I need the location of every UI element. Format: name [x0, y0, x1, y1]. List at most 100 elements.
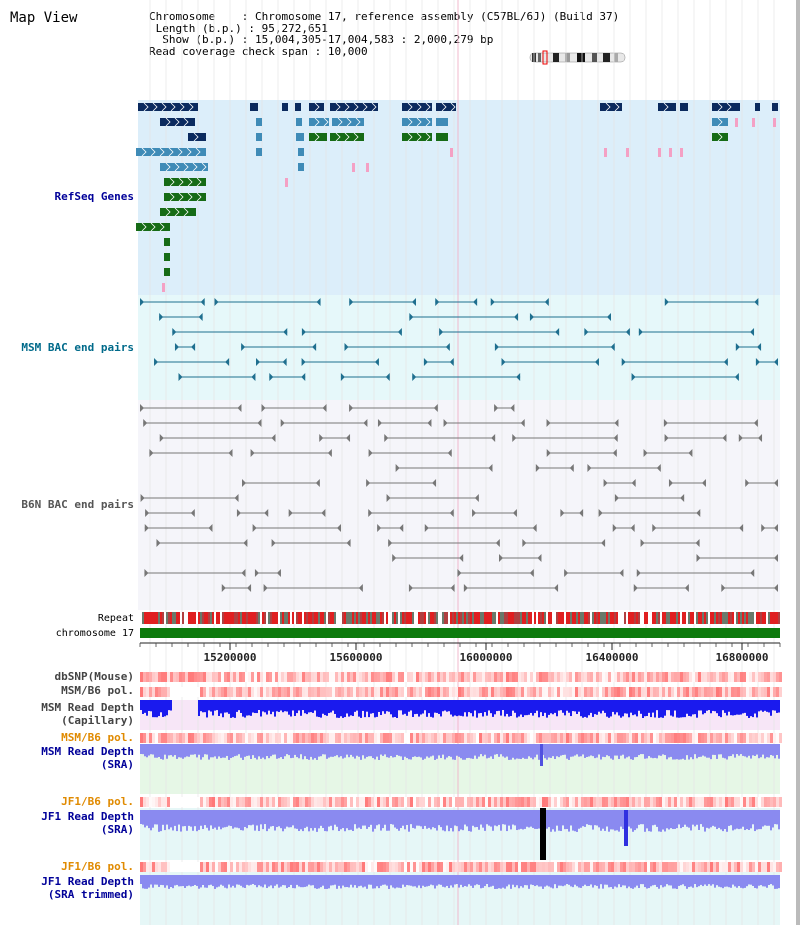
depth-bar	[672, 700, 674, 717]
heat-cell	[218, 862, 221, 872]
depth-bar	[750, 875, 752, 885]
depth-bar	[220, 700, 222, 714]
heat-cell	[521, 862, 524, 872]
heat-cell	[176, 733, 179, 743]
heat-cell	[650, 862, 653, 872]
depth-bar	[206, 875, 208, 888]
heat-cell	[758, 687, 761, 697]
repeat-element	[436, 612, 438, 624]
msm-depth-sra-track[interactable]	[140, 744, 780, 766]
heat-cell	[485, 687, 488, 697]
depth-bar	[258, 700, 260, 711]
depth-bar	[602, 875, 604, 889]
heat-cell	[638, 797, 641, 807]
msm-depth-cap-label-1: MSM Read Depth	[41, 701, 134, 714]
heat-cell	[581, 862, 584, 872]
bac-end	[423, 358, 428, 366]
depth-bar	[364, 700, 366, 718]
depth-bar	[400, 810, 402, 828]
heat-cell	[380, 733, 383, 743]
heat-cell	[263, 862, 266, 872]
repeat-element	[258, 612, 260, 624]
depth-bar	[484, 744, 486, 755]
depth-bar	[376, 875, 378, 887]
depth-bar	[248, 875, 250, 886]
heat-cell	[689, 687, 692, 697]
heat-cell	[152, 687, 155, 697]
depth-bar	[240, 875, 242, 886]
heat-cell	[629, 862, 632, 872]
repeat-element	[538, 612, 540, 624]
repeat-element	[666, 612, 668, 624]
depth-bar	[556, 700, 558, 717]
heat-cell	[656, 797, 659, 807]
depth-bar	[772, 744, 774, 756]
depth-bar	[420, 810, 422, 827]
heat-cell	[194, 687, 197, 697]
heat-cell	[212, 672, 215, 682]
heat-cell	[464, 733, 467, 743]
gene-mark	[626, 148, 629, 157]
heat-cell	[434, 672, 437, 682]
msm-b6-pol-heat-track[interactable]	[140, 687, 782, 697]
depth-bar	[322, 810, 324, 828]
chromosome-ideogram[interactable]	[529, 50, 626, 65]
msm-b6-pol-heat-track-2[interactable]	[140, 733, 782, 743]
gene-strand-arrow	[425, 117, 431, 127]
depth-bar	[592, 810, 594, 830]
depth-bar	[462, 744, 464, 760]
gene-feature	[136, 223, 170, 231]
heat-cell	[686, 797, 689, 807]
heat-cell	[500, 862, 503, 872]
heat-cell	[302, 862, 305, 872]
depth-bar	[190, 744, 192, 755]
repeat-track[interactable]	[140, 612, 780, 624]
depth-bar	[682, 875, 684, 885]
heat-cell	[224, 862, 227, 872]
heat-cell	[773, 797, 776, 807]
heat-cell	[416, 797, 419, 807]
bac-end	[587, 464, 592, 472]
depth-bar	[752, 810, 754, 825]
depth-bar	[454, 875, 456, 885]
msm-bac-track[interactable]	[140, 298, 778, 381]
bac-end	[754, 298, 759, 306]
repeat-element	[266, 612, 268, 624]
jf1-depth-trim-track[interactable]	[140, 875, 780, 889]
heat-cell	[731, 672, 734, 682]
dbsnp-heat-track[interactable]	[140, 672, 782, 682]
depth-bar	[280, 744, 282, 758]
msm-depth-capillary-track[interactable]	[140, 700, 780, 718]
heat-cell	[320, 687, 323, 697]
depth-bar	[734, 875, 736, 887]
heat-cell	[218, 687, 221, 697]
heat-cell	[587, 687, 590, 697]
jf1-b6-pol-heat-track-2[interactable]	[140, 862, 782, 872]
chromosome-bar[interactable]	[140, 628, 780, 638]
heat-cell	[446, 687, 449, 697]
heat-cell	[542, 733, 545, 743]
depth-bar	[570, 700, 572, 717]
depth-bar	[506, 810, 508, 832]
repeat-element	[624, 612, 626, 624]
depth-bar	[332, 744, 334, 757]
depth-bar	[388, 875, 390, 889]
refseq-genes-track[interactable]	[136, 102, 778, 292]
heat-cell	[557, 797, 560, 807]
depth-bar	[746, 810, 748, 830]
repeat-element	[260, 612, 262, 624]
heat-cell	[398, 862, 401, 872]
repeat-element	[284, 612, 286, 624]
jf1-b6-pol-heat-track[interactable]	[140, 797, 782, 807]
bac-end	[234, 494, 239, 502]
gene-strand-arrow	[169, 192, 175, 202]
jf1-depth-sra-track[interactable]	[140, 808, 780, 860]
b6n-bac-track[interactable]	[140, 404, 778, 592]
depth-bar	[752, 744, 754, 756]
depth-bar	[716, 744, 718, 759]
heat-cell	[770, 733, 773, 743]
depth-bar	[264, 875, 266, 885]
heat-cell	[314, 733, 317, 743]
heat-cell	[257, 672, 260, 682]
bac-end	[774, 554, 778, 562]
